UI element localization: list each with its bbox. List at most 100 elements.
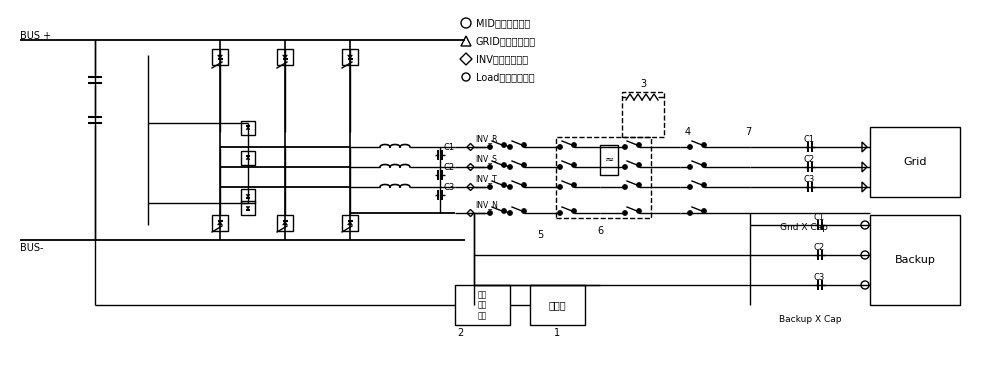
Circle shape [702, 162, 706, 167]
Text: Load相电压采样点: Load相电压采样点 [476, 72, 535, 82]
Bar [556, 137, 651, 218]
Bar [212, 215, 228, 231]
Text: 4: 4 [685, 127, 691, 137]
Circle shape [522, 142, 526, 147]
Text: MID相电压采样点: MID相电压采样点 [476, 18, 530, 28]
Bar [870, 127, 960, 197]
Circle shape [572, 142, 576, 147]
Polygon shape [348, 55, 352, 59]
Text: C3: C3 [813, 273, 824, 281]
Text: C2: C2 [803, 154, 814, 164]
Polygon shape [283, 221, 288, 225]
Text: BUS +: BUS + [20, 31, 51, 41]
Circle shape [462, 73, 470, 81]
Circle shape [488, 211, 492, 216]
Bar [241, 121, 255, 135]
Circle shape [688, 144, 692, 149]
Bar [622, 92, 664, 137]
Circle shape [558, 184, 562, 189]
Circle shape [522, 162, 526, 167]
Circle shape [558, 144, 562, 149]
Circle shape [508, 184, 512, 189]
Text: Backup X Cap: Backup X Cap [779, 315, 841, 325]
Text: C2: C2 [444, 162, 455, 171]
Polygon shape [218, 221, 222, 225]
Circle shape [508, 144, 512, 149]
Text: C3: C3 [803, 174, 814, 184]
Polygon shape [246, 194, 250, 198]
Bar [241, 151, 255, 165]
Polygon shape [246, 126, 250, 130]
Circle shape [622, 144, 628, 149]
Text: Backup: Backup [895, 255, 935, 265]
Polygon shape [218, 55, 222, 59]
Polygon shape [246, 206, 250, 209]
Circle shape [637, 209, 642, 214]
Polygon shape [283, 55, 288, 59]
Text: INV相电压采样点: INV相电压采样点 [476, 54, 528, 64]
Circle shape [502, 182, 507, 187]
Circle shape [522, 182, 526, 187]
Text: 7: 7 [745, 127, 751, 137]
Circle shape [488, 164, 492, 169]
Text: INV_T: INV_T [475, 174, 497, 184]
Text: BUS-: BUS- [20, 243, 44, 253]
Circle shape [508, 164, 512, 169]
Circle shape [461, 18, 471, 28]
Circle shape [637, 142, 642, 147]
Polygon shape [460, 53, 472, 65]
Circle shape [488, 184, 492, 189]
Circle shape [861, 221, 869, 229]
Circle shape [622, 164, 628, 169]
Circle shape [688, 184, 692, 189]
Polygon shape [246, 156, 250, 160]
Polygon shape [467, 209, 474, 216]
Circle shape [572, 209, 576, 214]
Text: INV_R: INV_R [475, 134, 498, 144]
Text: 1: 1 [554, 328, 561, 338]
Bar [241, 201, 255, 215]
Circle shape [558, 164, 562, 169]
Circle shape [572, 182, 576, 187]
Bar [600, 145, 618, 175]
Circle shape [502, 142, 507, 147]
Text: C1: C1 [444, 142, 455, 152]
Circle shape [508, 211, 512, 216]
Polygon shape [467, 184, 474, 191]
Circle shape [688, 211, 692, 216]
Circle shape [622, 211, 628, 216]
Circle shape [637, 182, 642, 187]
Circle shape [688, 164, 692, 169]
Circle shape [622, 184, 628, 189]
Polygon shape [862, 142, 867, 152]
Text: C1: C1 [803, 134, 814, 144]
Text: Gnd X Cap: Gnd X Cap [780, 223, 828, 231]
Circle shape [702, 209, 706, 214]
Polygon shape [467, 144, 474, 151]
Circle shape [502, 162, 507, 167]
Polygon shape [467, 164, 474, 171]
Circle shape [861, 281, 869, 289]
Text: 控制器: 控制器 [549, 300, 566, 310]
Text: 电压
检测
电路: 电压 检测 电路 [478, 290, 487, 320]
Polygon shape [461, 36, 471, 46]
Text: C1: C1 [813, 213, 824, 221]
Bar [455, 285, 510, 325]
Bar [530, 285, 585, 325]
Text: ≈: ≈ [604, 155, 614, 165]
Bar [342, 49, 358, 65]
Bar [277, 215, 293, 231]
Circle shape [637, 162, 642, 167]
Polygon shape [862, 162, 867, 172]
Bar [212, 49, 228, 65]
Circle shape [702, 142, 706, 147]
Circle shape [502, 209, 507, 214]
Text: INV_N: INV_N [475, 201, 498, 209]
Circle shape [558, 211, 562, 216]
Text: 3: 3 [640, 79, 646, 89]
Circle shape [572, 162, 576, 167]
Bar [342, 215, 358, 231]
Polygon shape [348, 221, 352, 225]
Text: 6: 6 [597, 226, 603, 236]
Text: 2: 2 [457, 328, 463, 338]
